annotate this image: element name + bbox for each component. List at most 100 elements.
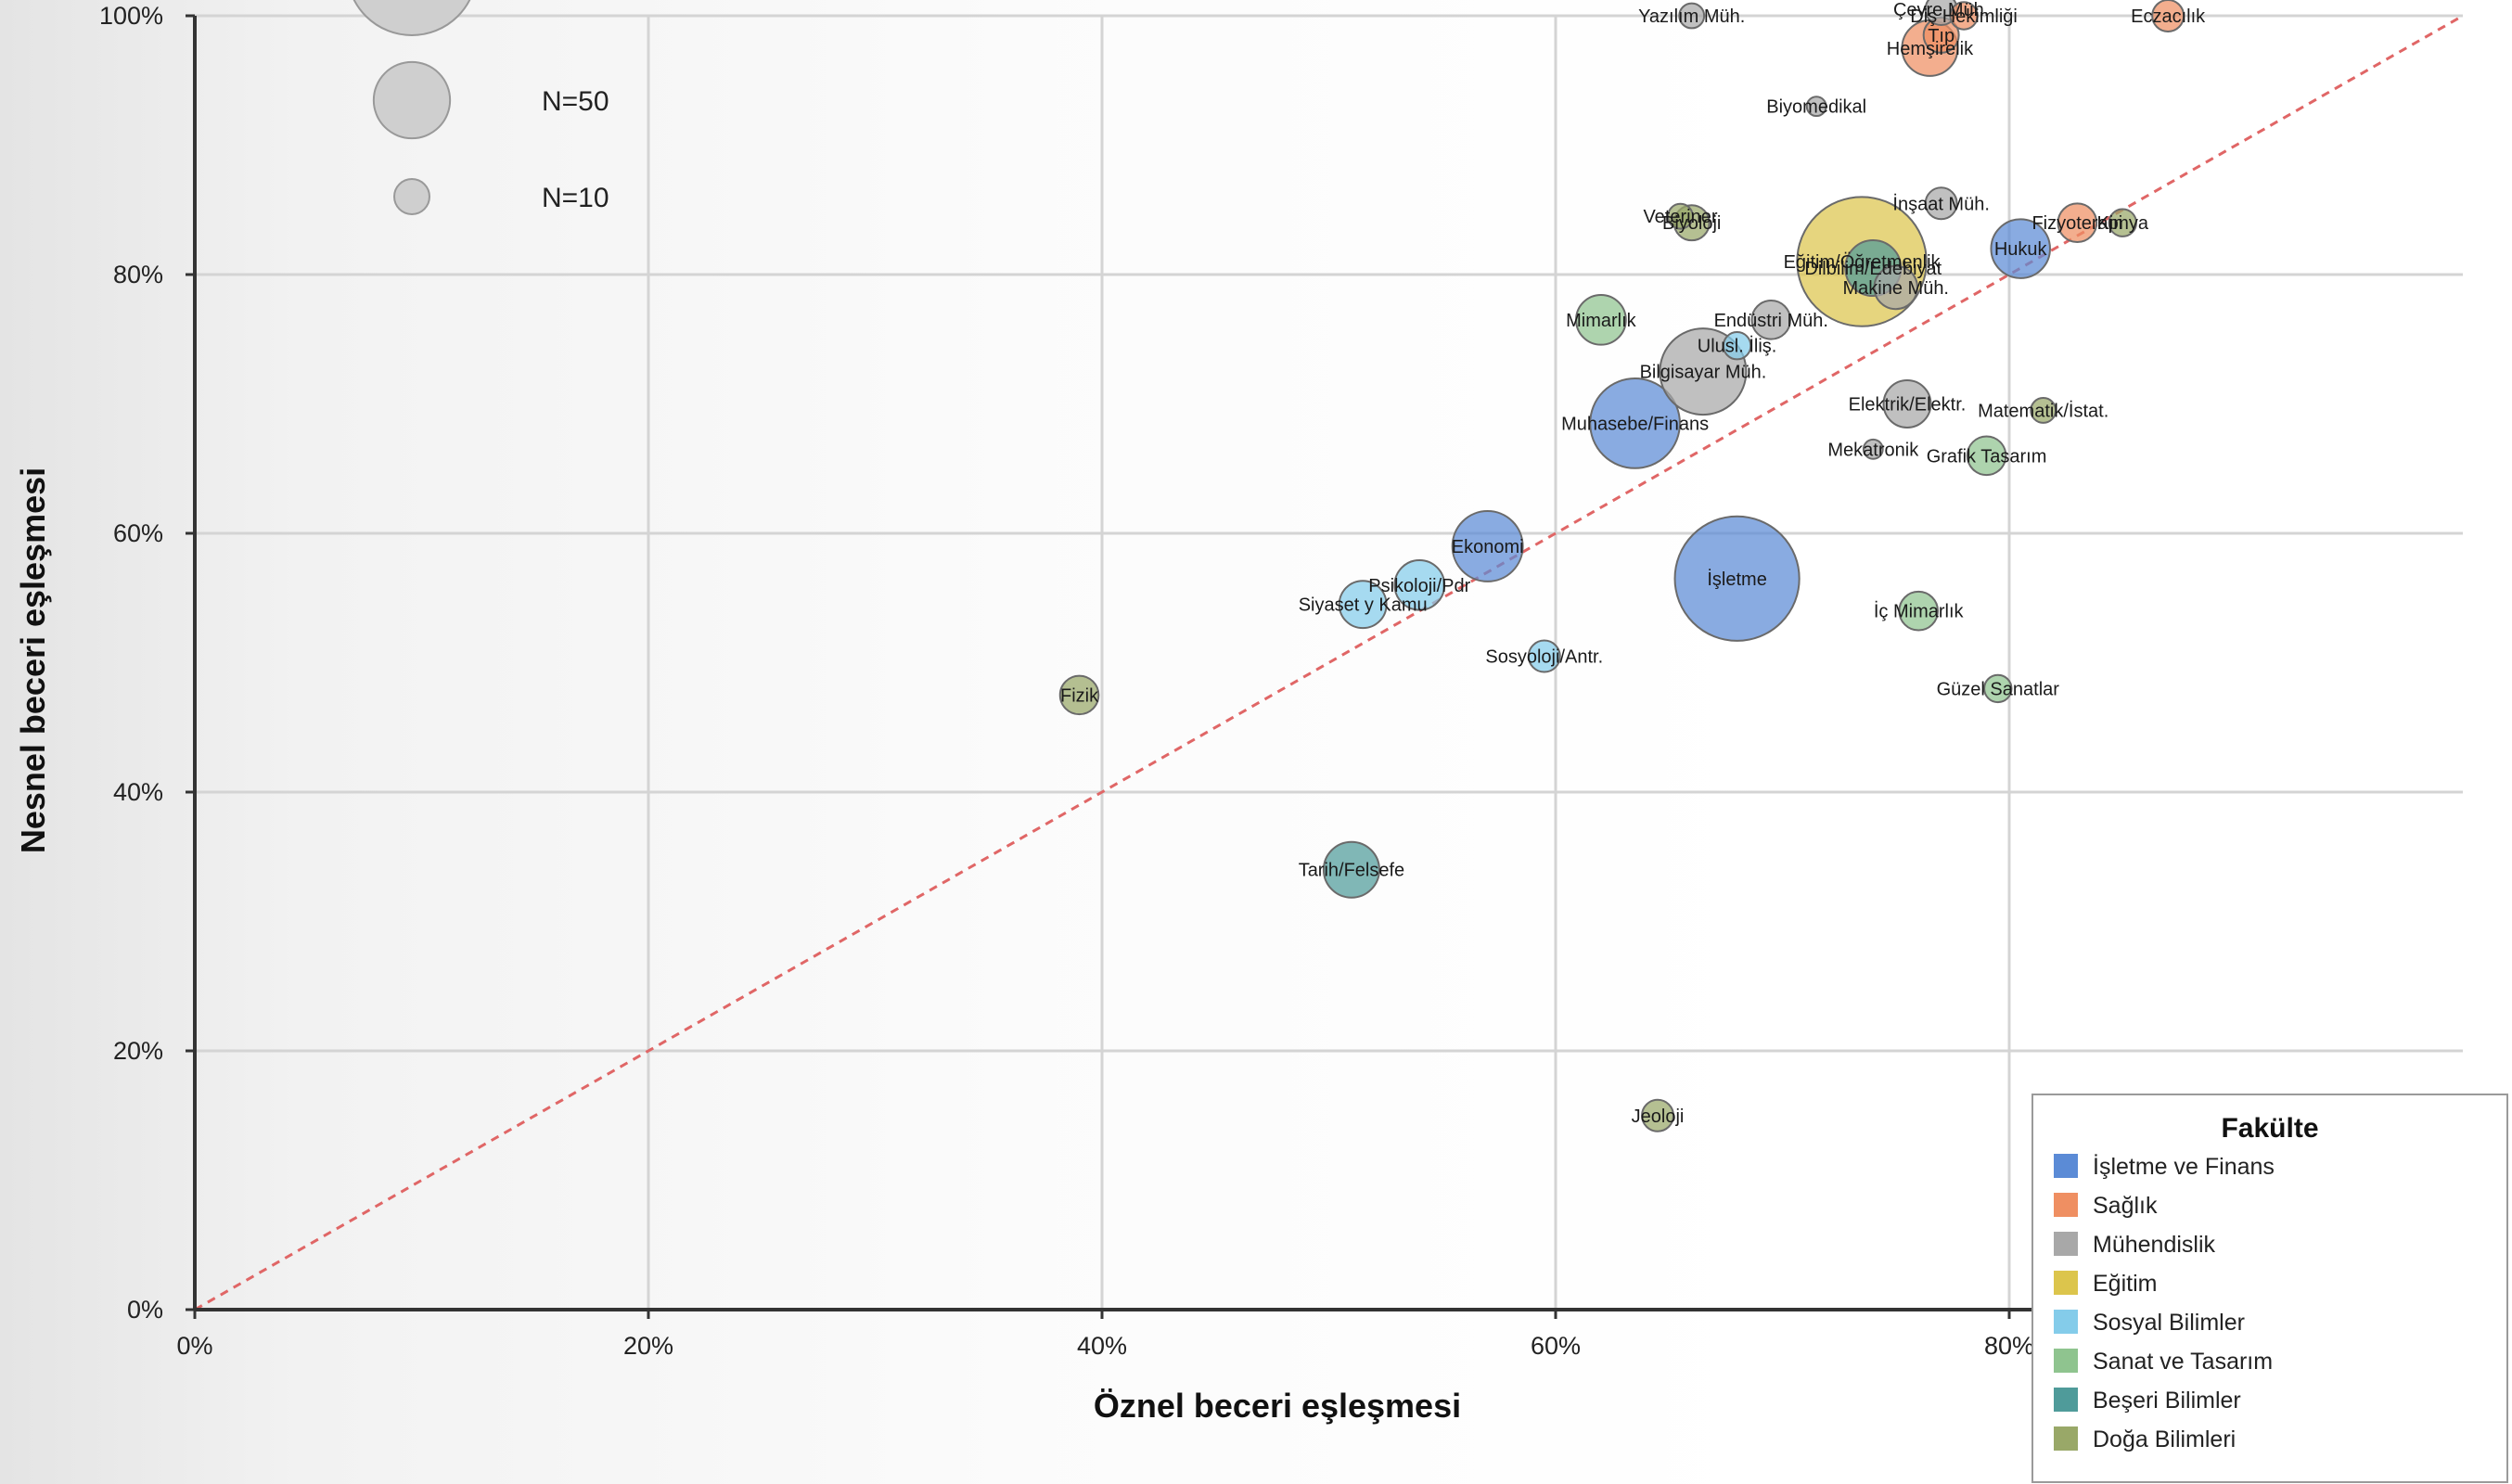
bubble-label: Güzel Sanatlar [1937,679,2060,699]
bubble [1862,438,1884,460]
legend-entry-label: Sanat ve Tasarım [2093,1349,2273,1375]
bubble [1575,293,1627,346]
size-legend-bubble-large [352,0,471,36]
legend-entry-label: Sosyal Bilimler [2093,1310,2245,1336]
bubble-label: Elektrik/Elektr. [1849,395,1967,416]
bubble-labels: Yazılım Müh. Çevre Müh.Diş Hekimliği Eczac… [1060,0,2206,1127]
bubble [1805,96,1827,118]
bubble [1527,639,1561,673]
bubble [1673,515,1801,642]
bubble-label: Diş Hekimliği [1910,6,2018,27]
bubble-label: Kimya [2096,213,2148,234]
bubble [1882,379,1932,429]
x-tick-label: 60% [1531,1332,1581,1360]
legend-swatch [2054,1426,2078,1451]
bubble-label: Siyaset y Kamu [1299,595,1428,616]
bubble [1898,590,1939,632]
bubble [1949,1,1979,31]
bubble-label: Grafik Tasarım [1927,446,2047,467]
x-tick-label: 40% [1077,1332,1127,1360]
size-legend-label: N=10 [542,183,609,213]
bubble-label: İnşaat Müh. [1892,193,1990,214]
diagonal-reference-line [194,14,2464,1311]
bubble-label: Psikoloji/Pdr [1368,576,1470,596]
bubble [1451,510,1524,582]
y-tick-label: 80% [113,261,163,288]
bubble-label: Fizik [1060,685,1099,706]
bubble [1322,840,1380,899]
bubble-label: Çevre Müh. [1893,0,1989,20]
bubble-label: Sosyoloji/Antr. [1485,647,1603,668]
bubble-label: Yazılım Müh. [1638,6,1745,27]
y-tick-label: 0% [127,1296,163,1324]
bubble-label: Makine Müh. [1843,278,1950,299]
legend-entry-label: Sağlık [2093,1193,2158,1219]
bubble [1058,674,1100,716]
legend-swatch [2054,1232,2078,1256]
bubble [1393,558,1446,611]
reference-line [194,14,2464,1311]
legend-entry-label: Doğa Bilimleri [2093,1426,2236,1452]
legend-entry-label: İşletme ve Finans [2093,1153,2275,1180]
legend-swatch [2054,1349,2078,1373]
bubble [1722,331,1752,361]
bubble-label: Eczacılık [2131,6,2206,27]
legend-swatch [2054,1271,2078,1295]
bubble [1678,2,1706,30]
bubble [1338,580,1388,630]
bubble-label: Hukuk [1994,239,2048,260]
bubble-label: Dilbilim/Edebiyat [1804,259,1942,279]
legend: Fakülte İşletme ve Finans Sağlık Mühendisl… [2031,1094,2508,1483]
bubble-label: Tarih/Felsefe [1299,861,1405,881]
bubble-label: Bilgisayar Müh. [1640,363,1767,383]
legend-entry-label: Beşeri Bilimler [2093,1388,2241,1414]
bubble-label: Muhasebe/Finans [1561,414,1709,434]
bubble [2108,208,2137,237]
legend-swatch [2054,1310,2078,1334]
bubble [1667,202,1694,230]
bubble [1990,218,2051,279]
y-tick-label: 20% [113,1037,163,1065]
bubble [1966,435,2007,477]
bubble-label: Biyomedikal [1766,97,1866,118]
legend-box [2031,1094,2508,1483]
x-tick-label: 20% [623,1332,673,1360]
legend-swatch [2054,1388,2078,1412]
bubble [1589,377,1681,469]
y-tick-label: 100% [99,2,163,30]
size-legend-bubble [372,60,452,140]
bubble-label: İç Mimarlık [1874,601,1965,622]
legend-swatch [2054,1193,2078,1217]
bubble-label: Veteriner [1643,207,1717,227]
grid-lines [195,14,2463,1310]
bubble-label: Tıp [1928,26,1954,46]
x-tick-label: 80% [1984,1332,2034,1360]
bubble-label: Endüstri Müh. [1714,311,1828,331]
bubble [1641,1098,1674,1132]
bubble-label: Hemşirelik [1887,39,1974,59]
bubble [2030,397,2057,424]
bubble-label: Mimarlık [1566,311,1637,331]
size-legend-bubble [393,178,430,215]
bubble-label: Eğitim/Öğretmenlik [1784,252,1942,273]
size-legend: N=50 N=10 [352,0,609,215]
bubble-label: Mekatronik [1827,440,1919,460]
bubble [1983,673,2013,704]
x-tick-label: 0% [176,1332,212,1360]
bubble [1873,264,1918,311]
legend-swatch [2054,1154,2078,1178]
bubble-label: Ekonomi [1452,537,1524,557]
bubble [2151,0,2185,32]
legend-entry-label: Mühendislik [2093,1232,2216,1258]
y-axis-title: Nesnel beceri eşleşmesi [14,467,52,853]
x-axis-title: Öznel beceri eşleşmesi [1094,1387,1461,1425]
bubble-label: Matematik/İstat. [1978,400,2108,421]
bubble [1750,300,1792,340]
bubble-label: İşletme [1707,569,1766,590]
legend-title: Fakülte [2221,1113,2318,1144]
legend-entry-label: Eğitim [2093,1271,2157,1297]
bubbles [1058,0,2185,1132]
size-legend-label: N=50 [542,86,609,117]
bubble-label: Biyoloji [1662,213,1721,234]
